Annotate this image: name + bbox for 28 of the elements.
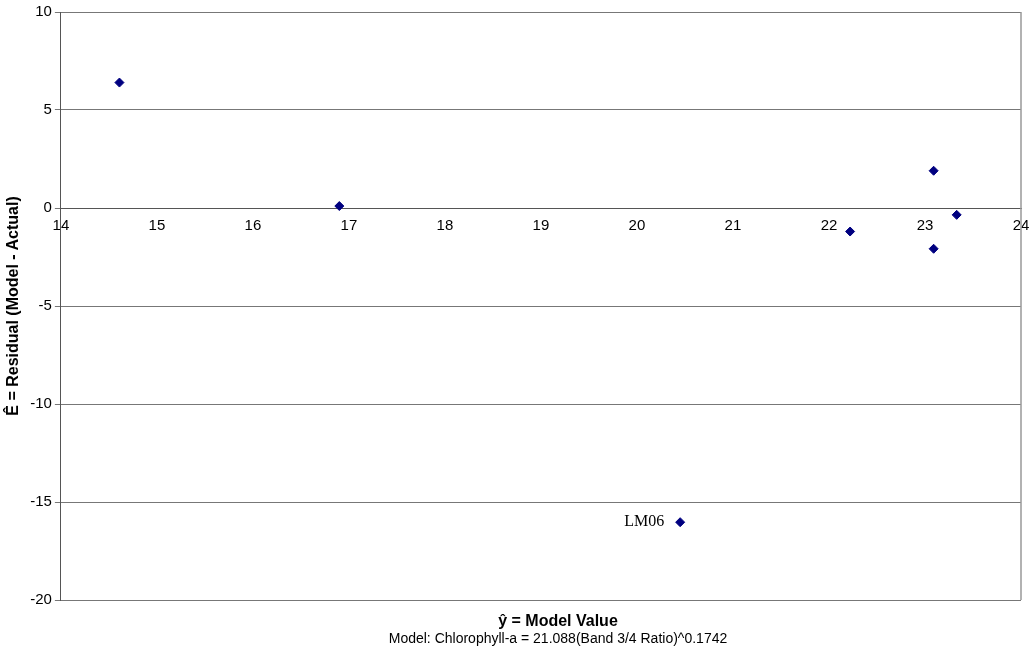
point — [928, 243, 939, 254]
x-tick-label: 24 — [1012, 216, 1030, 234]
x-tick-label: 15 — [148, 216, 166, 234]
point — [928, 165, 939, 176]
x-tick-label: 22 — [820, 216, 838, 234]
y-tick-label: -10 — [30, 394, 52, 412]
point — [675, 517, 686, 528]
y-axis-title: Ê = Residual (Model - Actual) — [3, 196, 22, 416]
y-tick-label: -15 — [30, 492, 52, 510]
y-tick-label: 10 — [35, 2, 52, 20]
y-tick-label: -20 — [30, 590, 52, 608]
x-tick-label: 21 — [724, 216, 742, 234]
x-tick-label: 16 — [244, 216, 262, 234]
annotation: LM06 — [624, 512, 665, 530]
point — [845, 226, 856, 237]
x-axis-title: ŷ = Model Value — [497, 612, 619, 630]
x-tick-label: 19 — [532, 216, 550, 234]
y-tick-label: 0 — [43, 198, 52, 216]
point — [951, 209, 962, 220]
x-tick-label: 23 — [916, 216, 934, 234]
x-tick-label: 20 — [628, 216, 646, 234]
point — [334, 201, 345, 212]
point — [114, 77, 125, 88]
x-tick-label: 18 — [436, 216, 454, 234]
x-tick-label: 17 — [340, 216, 358, 234]
text: Model: Chlorophyll-a = 21.088(Band 3/4 Ratio)^0.1742 — [387, 630, 729, 646]
y-tick-label: -5 — [38, 296, 52, 314]
y-tick-label: 5 — [43, 100, 52, 118]
